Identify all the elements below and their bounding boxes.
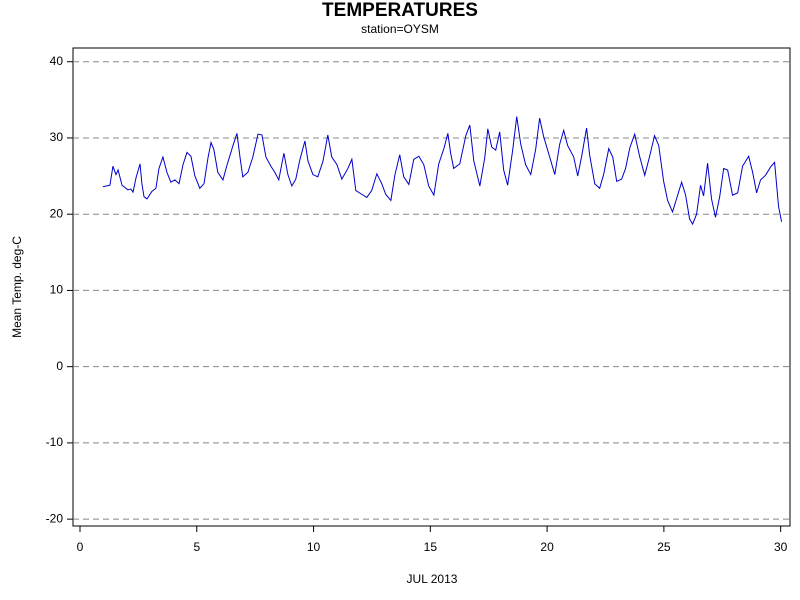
y-tick-label: -20 [46,511,64,525]
x-tick-label: 20 [540,540,554,554]
y-tick-label: 40 [50,54,64,68]
y-tick-label: -10 [46,435,64,449]
y-axis-label: Mean Temp. deg-C [10,236,24,338]
x-tick-label: 5 [193,540,200,554]
chart-subtitle: station=OYSM [361,22,439,36]
x-tick-label: 30 [774,540,788,554]
plot-frame [72,47,791,527]
x-axis-label: JUL 2013 [407,572,458,586]
x-tick-label: 15 [424,540,438,554]
y-tick-label: 0 [56,359,63,373]
y-tick-label: 30 [50,130,64,144]
chart-title: TEMPERATURES [322,0,478,21]
x-tick-label: 25 [657,540,671,554]
x-tick-label: 10 [307,540,321,554]
data-line [102,116,783,226]
x-tick-label: 0 [77,540,84,554]
y-tick-label: 20 [50,206,64,220]
y-tick-label: 10 [50,283,64,297]
